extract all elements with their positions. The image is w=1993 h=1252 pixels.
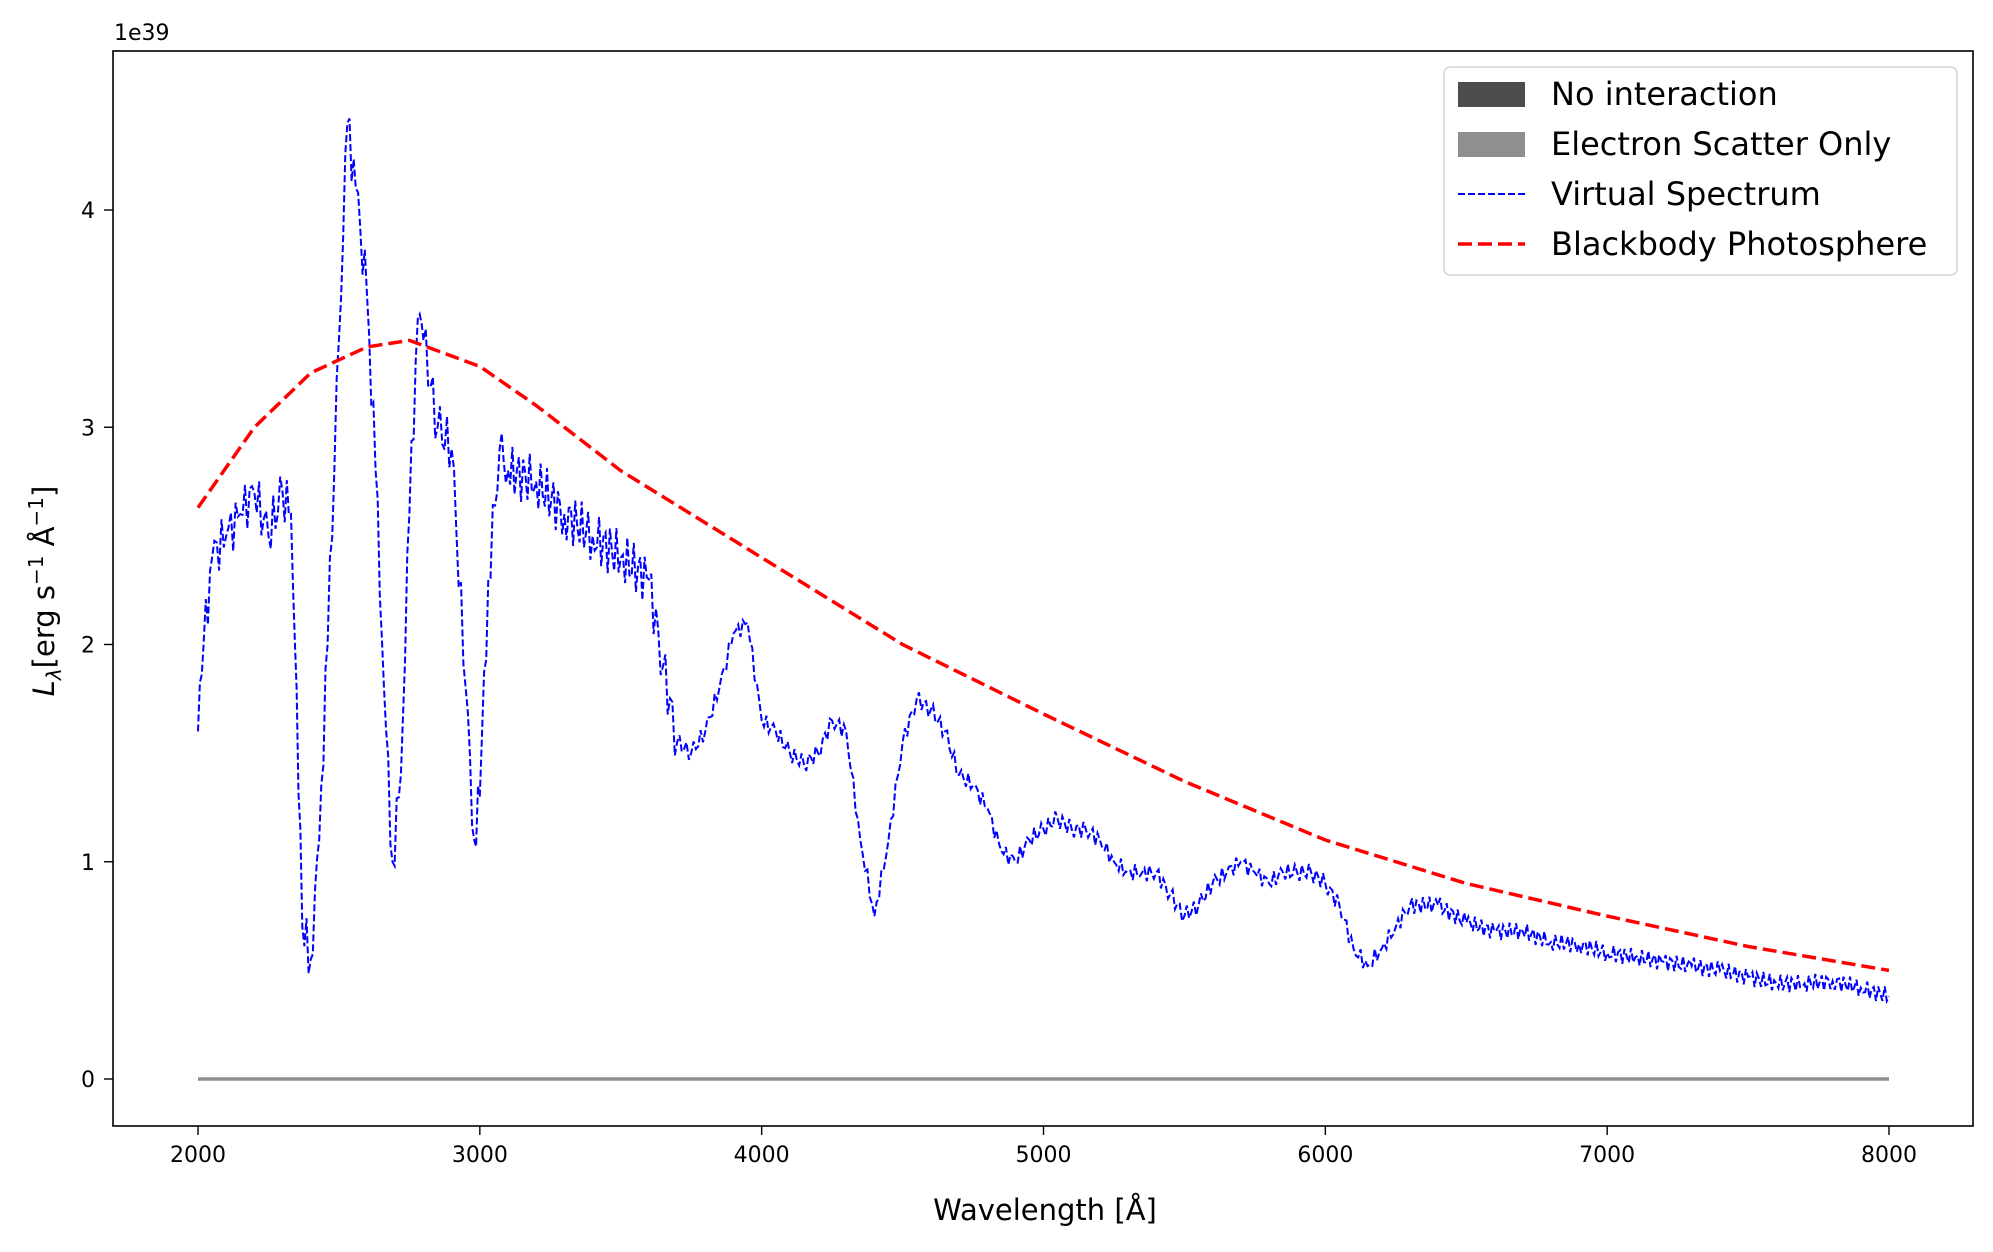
legend-patch-electron-scatter — [1458, 132, 1525, 157]
x-tick-label: 5000 — [1016, 1143, 1072, 1168]
x-tick-label: 7000 — [1579, 1143, 1635, 1168]
plot-area — [196, 117, 1890, 1081]
y-tick-label: 4 — [81, 199, 95, 224]
y-axis: 0 1 2 3 4 — [81, 199, 113, 1093]
series-blackbody-photosphere — [196, 338, 1890, 973]
y-tick-label: 1 — [81, 851, 95, 876]
x-axis: 2000 3000 4000 5000 6000 7000 8000 — [170, 1126, 1917, 1168]
legend-patch-no-interaction — [1458, 82, 1525, 107]
x-tick-label: 6000 — [1297, 1143, 1353, 1168]
y-axis-label: Lλ[erg s−1 Å−1] — [24, 486, 66, 697]
x-tick-label: 3000 — [452, 1143, 508, 1168]
y-offset-text: 1e39 — [114, 21, 170, 46]
y-tick-label: 0 — [81, 1068, 95, 1093]
y-tick-label: 3 — [81, 416, 95, 441]
legend-label-electron-scatter: Electron Scatter Only — [1551, 125, 1891, 163]
series-virtual-spectrum — [197, 117, 1890, 1005]
legend-box — [1443, 66, 1958, 276]
x-tick-label: 8000 — [1861, 1143, 1917, 1168]
y-tick-label: 2 — [81, 634, 95, 659]
legend: No interaction Electron Scatter Only Vir… — [1443, 66, 1958, 276]
x-axis-label: Wavelength [Å] — [933, 1193, 1157, 1227]
legend-label-virtual-spectrum: Virtual Spectrum — [1551, 175, 1821, 213]
legend-label-no-interaction: No interaction — [1551, 75, 1778, 113]
x-tick-label: 4000 — [734, 1143, 790, 1168]
x-tick-label: 2000 — [170, 1143, 226, 1168]
legend-label-blackbody: Blackbody Photosphere — [1551, 225, 1927, 263]
